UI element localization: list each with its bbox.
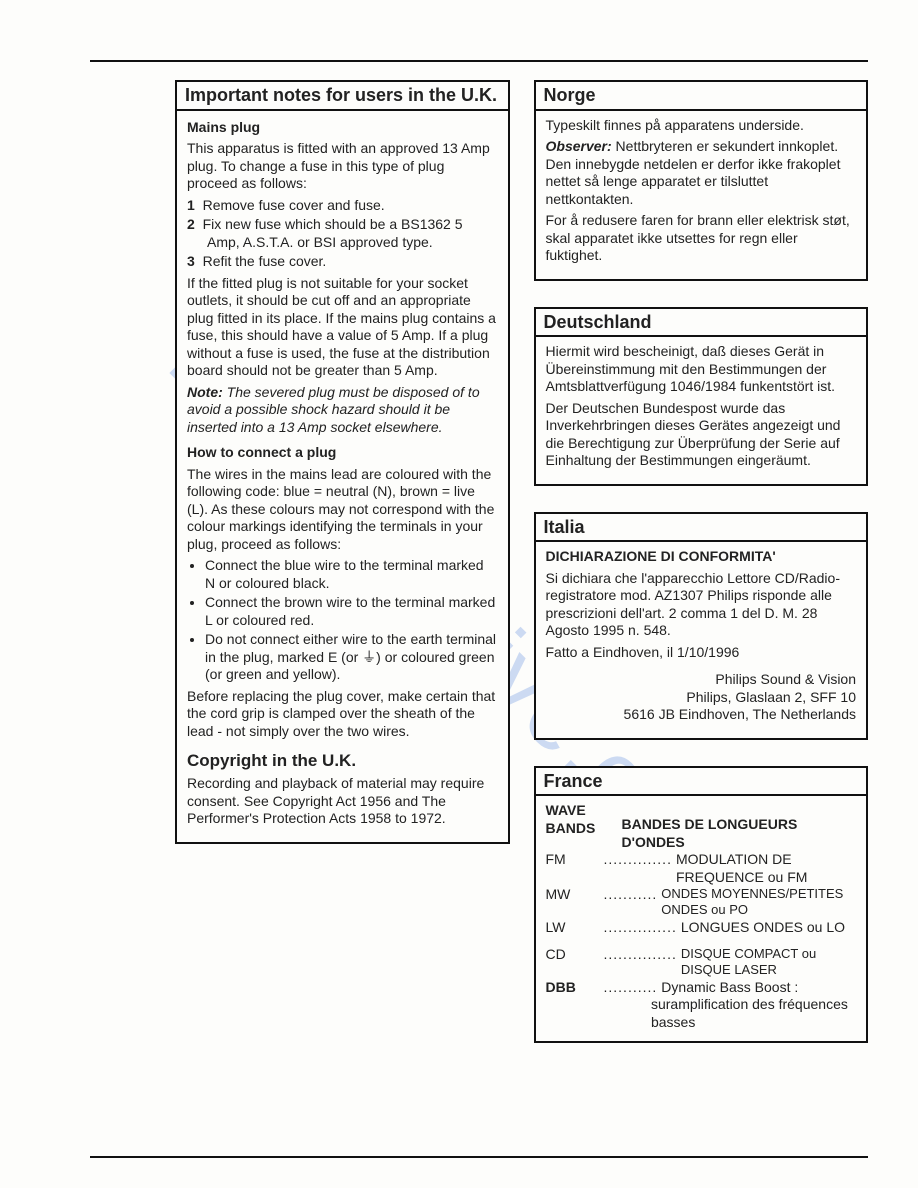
rule-bottom	[90, 1156, 868, 1158]
italia-p2: Fatto a Eindhoven, il 1/10/1996	[546, 644, 857, 662]
norge-obs: Observer: Nettbryteren er sekundert innk…	[546, 138, 857, 208]
uk-mains-p2: If the fitted plug is not suitable for y…	[187, 275, 498, 380]
uk-connect-head: How to connect a plug	[187, 444, 498, 462]
france-row: LW ............... LONGUES ONDES ou LO	[546, 919, 857, 937]
norge-title: Norge	[536, 82, 867, 111]
uk-mains-p1: This apparatus is fitted with an approve…	[187, 140, 498, 193]
uk-bullet: Connect the brown wire to the terminal m…	[205, 594, 498, 629]
norge-obs-label: Observer:	[546, 138, 612, 154]
france-table: FM .............. MODULATION DE FREQUENC…	[546, 851, 857, 1031]
france-title: France	[536, 768, 867, 797]
norge-p3: For å redusere faren for brann eller ele…	[546, 212, 857, 265]
italia-box: Italia DICHIARAZIONE DI CONFORMITA' Si d…	[534, 512, 869, 740]
de-title: Deutschland	[536, 309, 867, 338]
right-column: Norge Typeskilt finnes på apparatens und…	[534, 80, 869, 1128]
france-row-dbb2: suramplification des fréquences basses	[546, 996, 857, 1031]
norge-box: Norge Typeskilt finnes på apparatens und…	[534, 80, 869, 281]
italia-addr: Philips Sound & Vision Philips, Glaslaan…	[546, 671, 857, 724]
france-row: CD ............... DISQUE COMPACT ou DIS…	[546, 946, 857, 979]
uk-note-text: The severed plug must be disposed of to …	[187, 384, 480, 435]
manual-page: manualshive.com Important notes for user…	[0, 0, 918, 1188]
uk-box: Important notes for users in the U.K. Ma…	[175, 80, 510, 844]
uk-connect-bullets: Connect the blue wire to the terminal ma…	[187, 557, 498, 684]
rule-top	[90, 60, 868, 62]
france-header-left: WAVEBANDS	[546, 802, 606, 851]
uk-copyright-p: Recording and playback of material may r…	[187, 775, 498, 828]
norge-p1: Typeskilt finnes på apparatens underside…	[546, 117, 857, 135]
uk-connect-p1: The wires in the mains lead are coloured…	[187, 466, 498, 554]
left-column: Important notes for users in the U.K. Ma…	[175, 80, 510, 1128]
france-row: FM .............. MODULATION DE FREQUENC…	[546, 851, 857, 886]
france-row-dbb: DBB ........... Dynamic Bass Boost :	[546, 979, 857, 997]
columns: Important notes for users in the U.K. Ma…	[175, 80, 868, 1128]
france-header-right: BANDES DE LONGUEURS D'ONDES	[606, 802, 857, 851]
de-p2: Der Deutschen Bundespost wurde das Inver…	[546, 400, 857, 470]
italia-title: Italia	[536, 514, 867, 543]
uk-title: Important notes for users in the U.K.	[177, 82, 508, 111]
france-header: WAVEBANDS BANDES DE LONGUEURS D'ONDES	[546, 802, 857, 851]
uk-mains-head: Mains plug	[187, 119, 498, 137]
uk-step: 1 Remove fuse cover and fuse.	[187, 197, 498, 215]
uk-connect-p2: Before replacing the plug cover, make ce…	[187, 688, 498, 741]
france-row: MW ........... ONDES MOYENNES/PETITES ON…	[546, 886, 857, 919]
de-p1: Hiermit wird bescheinigt, daß dieses Ger…	[546, 343, 857, 396]
uk-bullet: Connect the blue wire to the terminal ma…	[205, 557, 498, 592]
uk-step: 2 Fix new fuse which should be a BS1362 …	[187, 216, 498, 251]
italia-p1: Si dichiara che l'apparecchio Lettore CD…	[546, 570, 857, 640]
uk-note: Note: The severed plug must be disposed …	[187, 384, 498, 437]
de-box: Deutschland Hiermit wird bescheinigt, da…	[534, 307, 869, 486]
france-box: France WAVEBANDS BANDES DE LONGUEURS D'O…	[534, 766, 869, 1044]
uk-bullet: Do not connect either wire to the earth …	[205, 631, 498, 684]
italia-decl: DICHIARAZIONE DI CONFORMITA'	[546, 548, 857, 566]
uk-copyright-head: Copyright in the U.K.	[187, 750, 498, 771]
uk-note-label: Note:	[187, 384, 223, 400]
uk-steps: 1 Remove fuse cover and fuse. 2 Fix new …	[187, 197, 498, 271]
uk-step: 3 Refit the fuse cover.	[187, 253, 498, 271]
